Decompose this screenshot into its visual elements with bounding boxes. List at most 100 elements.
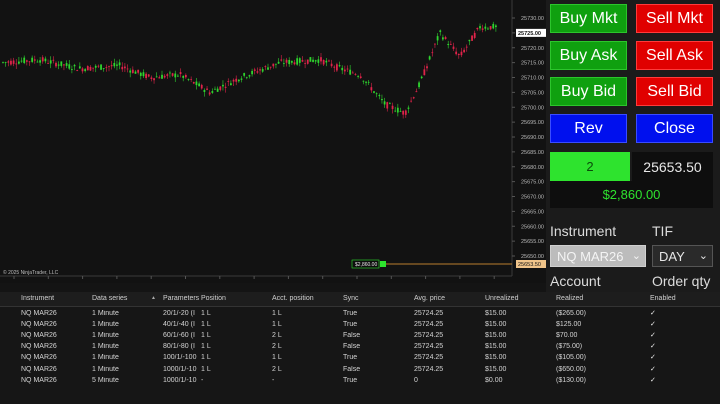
sell-ask-button[interactable]: Sell Ask [636, 41, 713, 70]
buy-bid-button[interactable]: Buy Bid [550, 77, 627, 106]
candle-body [124, 66, 126, 69]
buy-ask-button[interactable]: Buy Ask [550, 41, 627, 70]
header-realized[interactable]: Realized [556, 295, 584, 302]
candle-body [31, 57, 34, 62]
candle-body [386, 102, 389, 109]
tif-select[interactable]: DAY ⌄ [652, 245, 713, 267]
table-row[interactable]: NQ MAR26 1 Minute 80/1/-80 (I 1 L 2 L False 25… [0, 342, 720, 353]
candle-body [33, 59, 36, 61]
candle-body [359, 76, 362, 79]
candle-body [161, 74, 163, 79]
candle-body [298, 58, 301, 63]
candle-body [349, 69, 352, 75]
table-row[interactable]: NQ MAR26 1 Minute 20/1/-20 (I 1 L 1 L True 257… [0, 309, 720, 320]
cell-unrealized: $15.00 [485, 310, 507, 317]
candle-body [190, 79, 193, 80]
header-instrument[interactable]: Instrument [21, 295, 55, 302]
candle-body [325, 60, 328, 63]
table-row[interactable]: NQ MAR26 1 Minute 40/1/-40 (I 1 L 1 L True 257… [0, 320, 720, 331]
header-unrealized[interactable]: Unrealized [485, 295, 519, 302]
header-position[interactable]: Position [201, 295, 226, 302]
sell-market-button[interactable]: Sell Mkt [636, 4, 713, 33]
candle-body [230, 83, 232, 86]
candle-body [293, 62, 296, 65]
price-tick-label: 25690.00 [521, 135, 544, 141]
candle-body [261, 69, 264, 72]
position-price-marker [516, 260, 546, 268]
table-row[interactable]: NQ MAR26 5 Minute 1000/1/-10- - True 0 $0.00 ($… [0, 376, 720, 387]
candle-body [187, 79, 190, 80]
candle-body [47, 62, 49, 64]
candle-body [389, 103, 391, 105]
cell-sync: True [343, 310, 358, 317]
chart-trader-panel: Buy Mkt Sell Mkt Buy Ask Sell Ask Buy Bi… [546, 0, 720, 292]
candle-body [150, 77, 153, 79]
enabled-checkbox[interactable]: ✓ [650, 343, 656, 351]
candle-body [277, 61, 280, 64]
candle-body [365, 81, 367, 83]
candle-body [357, 76, 359, 77]
cell-position: - [201, 376, 204, 384]
candle-body [169, 72, 171, 74]
cell-avg-price: 25724.25 [414, 354, 444, 362]
cell-parameters: 60/1/-60 (I [163, 332, 195, 340]
buy-market-button[interactable]: Buy Mkt [550, 4, 627, 33]
header-acct-position[interactable]: Acct. position [272, 295, 314, 302]
candle-body [174, 73, 177, 78]
position-pnl-label: $2,860.00 [355, 262, 377, 268]
candle-body [449, 44, 452, 45]
candle-body [306, 59, 309, 64]
enabled-checkbox[interactable]: ✓ [650, 354, 656, 362]
candle-body [439, 30, 442, 33]
table-row[interactable]: NQ MAR26 1 Minute 100/1/-100 1 L 1 L True 2572… [0, 353, 720, 364]
candle-body [44, 58, 47, 62]
candle-body [203, 90, 206, 92]
candle-body [457, 53, 460, 56]
position-unrealized-pnl: $2,860.00 [550, 181, 713, 208]
enabled-checkbox[interactable]: ✓ [650, 376, 656, 384]
enabled-checkbox[interactable]: ✓ [650, 332, 656, 340]
candle-body [463, 49, 465, 53]
enabled-checkbox[interactable]: ✓ [650, 310, 656, 317]
candle-body [105, 67, 108, 68]
sell-bid-button[interactable]: Sell Bid [636, 77, 713, 106]
candle-body [399, 110, 402, 112]
candle-body [269, 66, 272, 68]
header-avg-price[interactable]: Avg. price [414, 295, 445, 302]
candle-body [147, 74, 150, 77]
close-button[interactable]: Close [636, 114, 713, 143]
candle-body [481, 28, 484, 30]
reverse-button[interactable]: Rev [550, 114, 627, 143]
table-row[interactable]: NQ MAR26 1 Minute 1000/1/-10 1 L 2 L False 257… [0, 365, 720, 376]
candle-body [426, 66, 428, 69]
candle-body [179, 72, 182, 75]
header-data-series[interactable]: Data series [92, 295, 128, 302]
candle-body [404, 110, 407, 115]
header-sync[interactable]: Sync [343, 295, 359, 302]
cell-avg-price: 25724.25 [414, 332, 444, 340]
candle-body [195, 81, 198, 86]
enabled-checkbox[interactable]: ✓ [650, 365, 656, 373]
cell-acct-position: 2 L [272, 343, 282, 351]
table-row[interactable]: NQ MAR26 1 Minute 60/1/-60 (I 1 L 2 L False 25… [0, 331, 720, 342]
candle-body [296, 58, 299, 65]
candle-body [418, 82, 420, 88]
candle-body [460, 51, 463, 56]
candle-body [328, 60, 330, 62]
candle-body [320, 57, 322, 62]
price-tick-label: 25705.00 [521, 90, 544, 96]
header-parameters[interactable]: Parameters [163, 295, 200, 302]
cell-realized: ($650.00) [556, 365, 586, 373]
instrument-select[interactable]: NQ MAR26 ⌄ [550, 245, 646, 267]
candle-body [153, 78, 155, 81]
price-chart[interactable]: 25730.00 25725.00 25720.00 25715.00 25710.00… [0, 0, 546, 283]
enabled-checkbox[interactable]: ✓ [650, 321, 656, 329]
header-enabled[interactable]: Enabled [650, 295, 676, 302]
cell-position: 1 L [201, 321, 211, 329]
candlestick-chart-svg[interactable]: 25730.00 25725.00 25720.00 25715.00 25710.00… [0, 0, 546, 283]
candle-body [431, 52, 434, 54]
candle-body [378, 95, 381, 97]
instrument-label: Instrument [550, 223, 617, 239]
candle-body [415, 91, 418, 93]
price-tick-label: 25730.00 [521, 16, 544, 22]
